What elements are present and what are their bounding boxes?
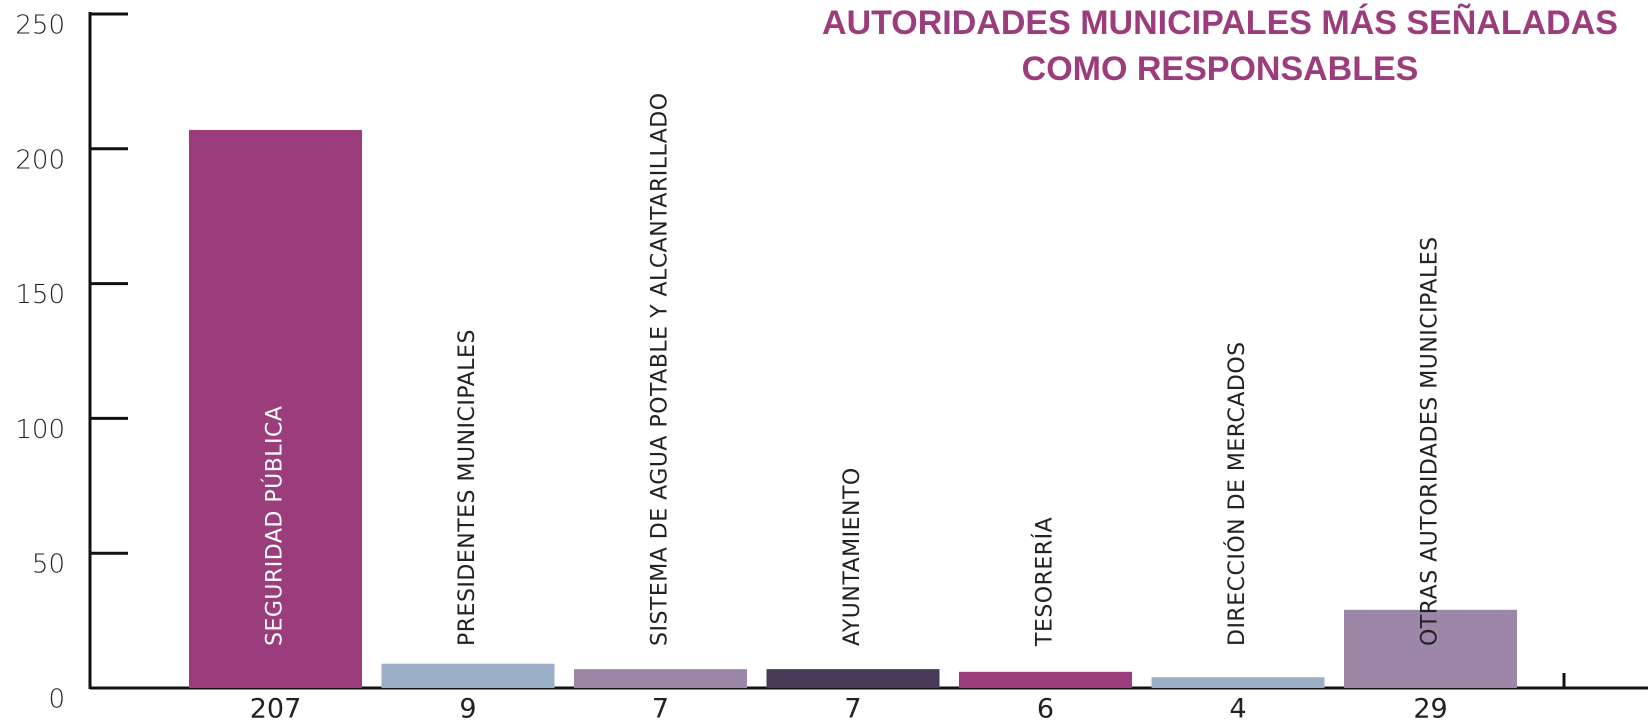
y-tick-label: 0 <box>48 685 65 715</box>
category-label: TESORERÍA <box>1032 517 1058 647</box>
y-tick-label: 50 <box>32 550 65 580</box>
y-tick-label: 100 <box>15 415 65 445</box>
category-label: SISTEMA DE AGUA POTABLE Y ALCANTARILLADO <box>648 92 673 646</box>
value-label: 6 <box>1037 694 1054 725</box>
chart-title: AUTORIDADES MUNICIPALES MÁS SEÑALADAS <box>822 4 1618 42</box>
chart-title: COMO RESPONSABLES <box>1022 50 1419 88</box>
y-tick-label: 150 <box>15 280 65 310</box>
value-label: 9 <box>459 694 476 725</box>
value-label: 4 <box>1229 694 1246 725</box>
bar <box>189 129 362 689</box>
y-tick-label: 200 <box>15 145 65 175</box>
category-label: PRESIDENTES MUNICIPALES <box>455 329 480 646</box>
bar <box>766 669 940 688</box>
category-label: OTRAS AUTORIDADES MUNICIPALES <box>1418 236 1443 646</box>
y-tick-label: 250 <box>15 11 65 41</box>
bar <box>381 663 555 688</box>
category-label: DIRECCIÓN DE MERCADOS <box>1224 341 1250 646</box>
bar <box>1344 609 1517 688</box>
value-label: 29 <box>1413 694 1447 725</box>
value-label: 7 <box>652 694 669 725</box>
category-label: SEGURIDAD PÚBLICA <box>262 406 288 646</box>
category-label: AYUNTAMIENTO <box>840 467 865 646</box>
bar <box>1151 677 1325 688</box>
value-label: 7 <box>844 694 861 725</box>
bar <box>959 671 1132 688</box>
bar <box>574 669 747 688</box>
value-label: 207 <box>250 694 302 725</box>
